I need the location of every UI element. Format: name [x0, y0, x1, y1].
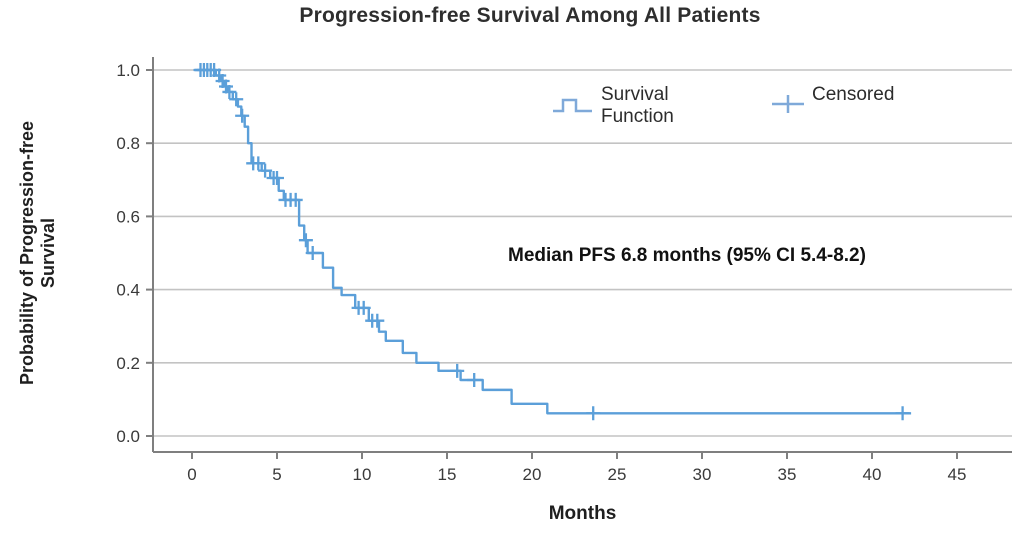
censor-mark: [235, 108, 250, 123]
y-tick-label: 0.6: [116, 207, 140, 226]
x-tick-label: 40: [863, 465, 882, 484]
x-tick-label: 45: [948, 465, 967, 484]
y-tick-label: 0.4: [116, 281, 140, 300]
median-pfs-annotation: Median PFS 6.8 months (95% CI 5.4-8.2): [508, 245, 866, 266]
x-tick-label: 10: [353, 465, 372, 484]
censor-mark: [467, 373, 482, 388]
censor-mark: [229, 92, 244, 107]
x-axis-label: Months: [548, 503, 617, 524]
y-tick-label: 1.0: [116, 61, 140, 80]
censor-mark: [288, 192, 303, 207]
legend-label-censored: Censored: [812, 84, 895, 105]
x-tick-label: 5: [272, 465, 281, 484]
legend-item-censored: Censored: [770, 84, 894, 118]
legend-label-survival-function: Survival Function: [601, 84, 674, 127]
censor-mark: [251, 156, 266, 171]
x-tick-label: 20: [523, 465, 542, 484]
censor-mark: [298, 233, 313, 248]
censor-mark: [450, 363, 465, 378]
censor-mark: [370, 313, 385, 328]
y-tick-label: 0.8: [116, 134, 140, 153]
censor-mark: [586, 406, 601, 421]
censor-mark: [270, 170, 284, 185]
censor-mark: [895, 406, 910, 421]
x-tick-label: 0: [187, 465, 196, 484]
y-tick-label: 0.2: [116, 354, 140, 373]
chart-title: Progression-free Survival Among All Pati…: [299, 4, 761, 27]
x-tick-label: 30: [693, 465, 712, 484]
y-tick-label: 0.0: [116, 427, 140, 446]
survival-function-step-icon: [553, 98, 592, 113]
legend-item-survival-function: Survival Function: [551, 84, 674, 128]
x-tick-label: 15: [438, 465, 457, 484]
x-tick-label: 35: [778, 465, 797, 484]
censor-mark: [305, 246, 320, 260]
x-tick-label: 25: [608, 465, 627, 484]
censor-mark: [222, 84, 237, 99]
censor-mark: [356, 300, 371, 315]
censored-plus-icon: [772, 95, 804, 113]
censor-mark: [258, 163, 273, 178]
